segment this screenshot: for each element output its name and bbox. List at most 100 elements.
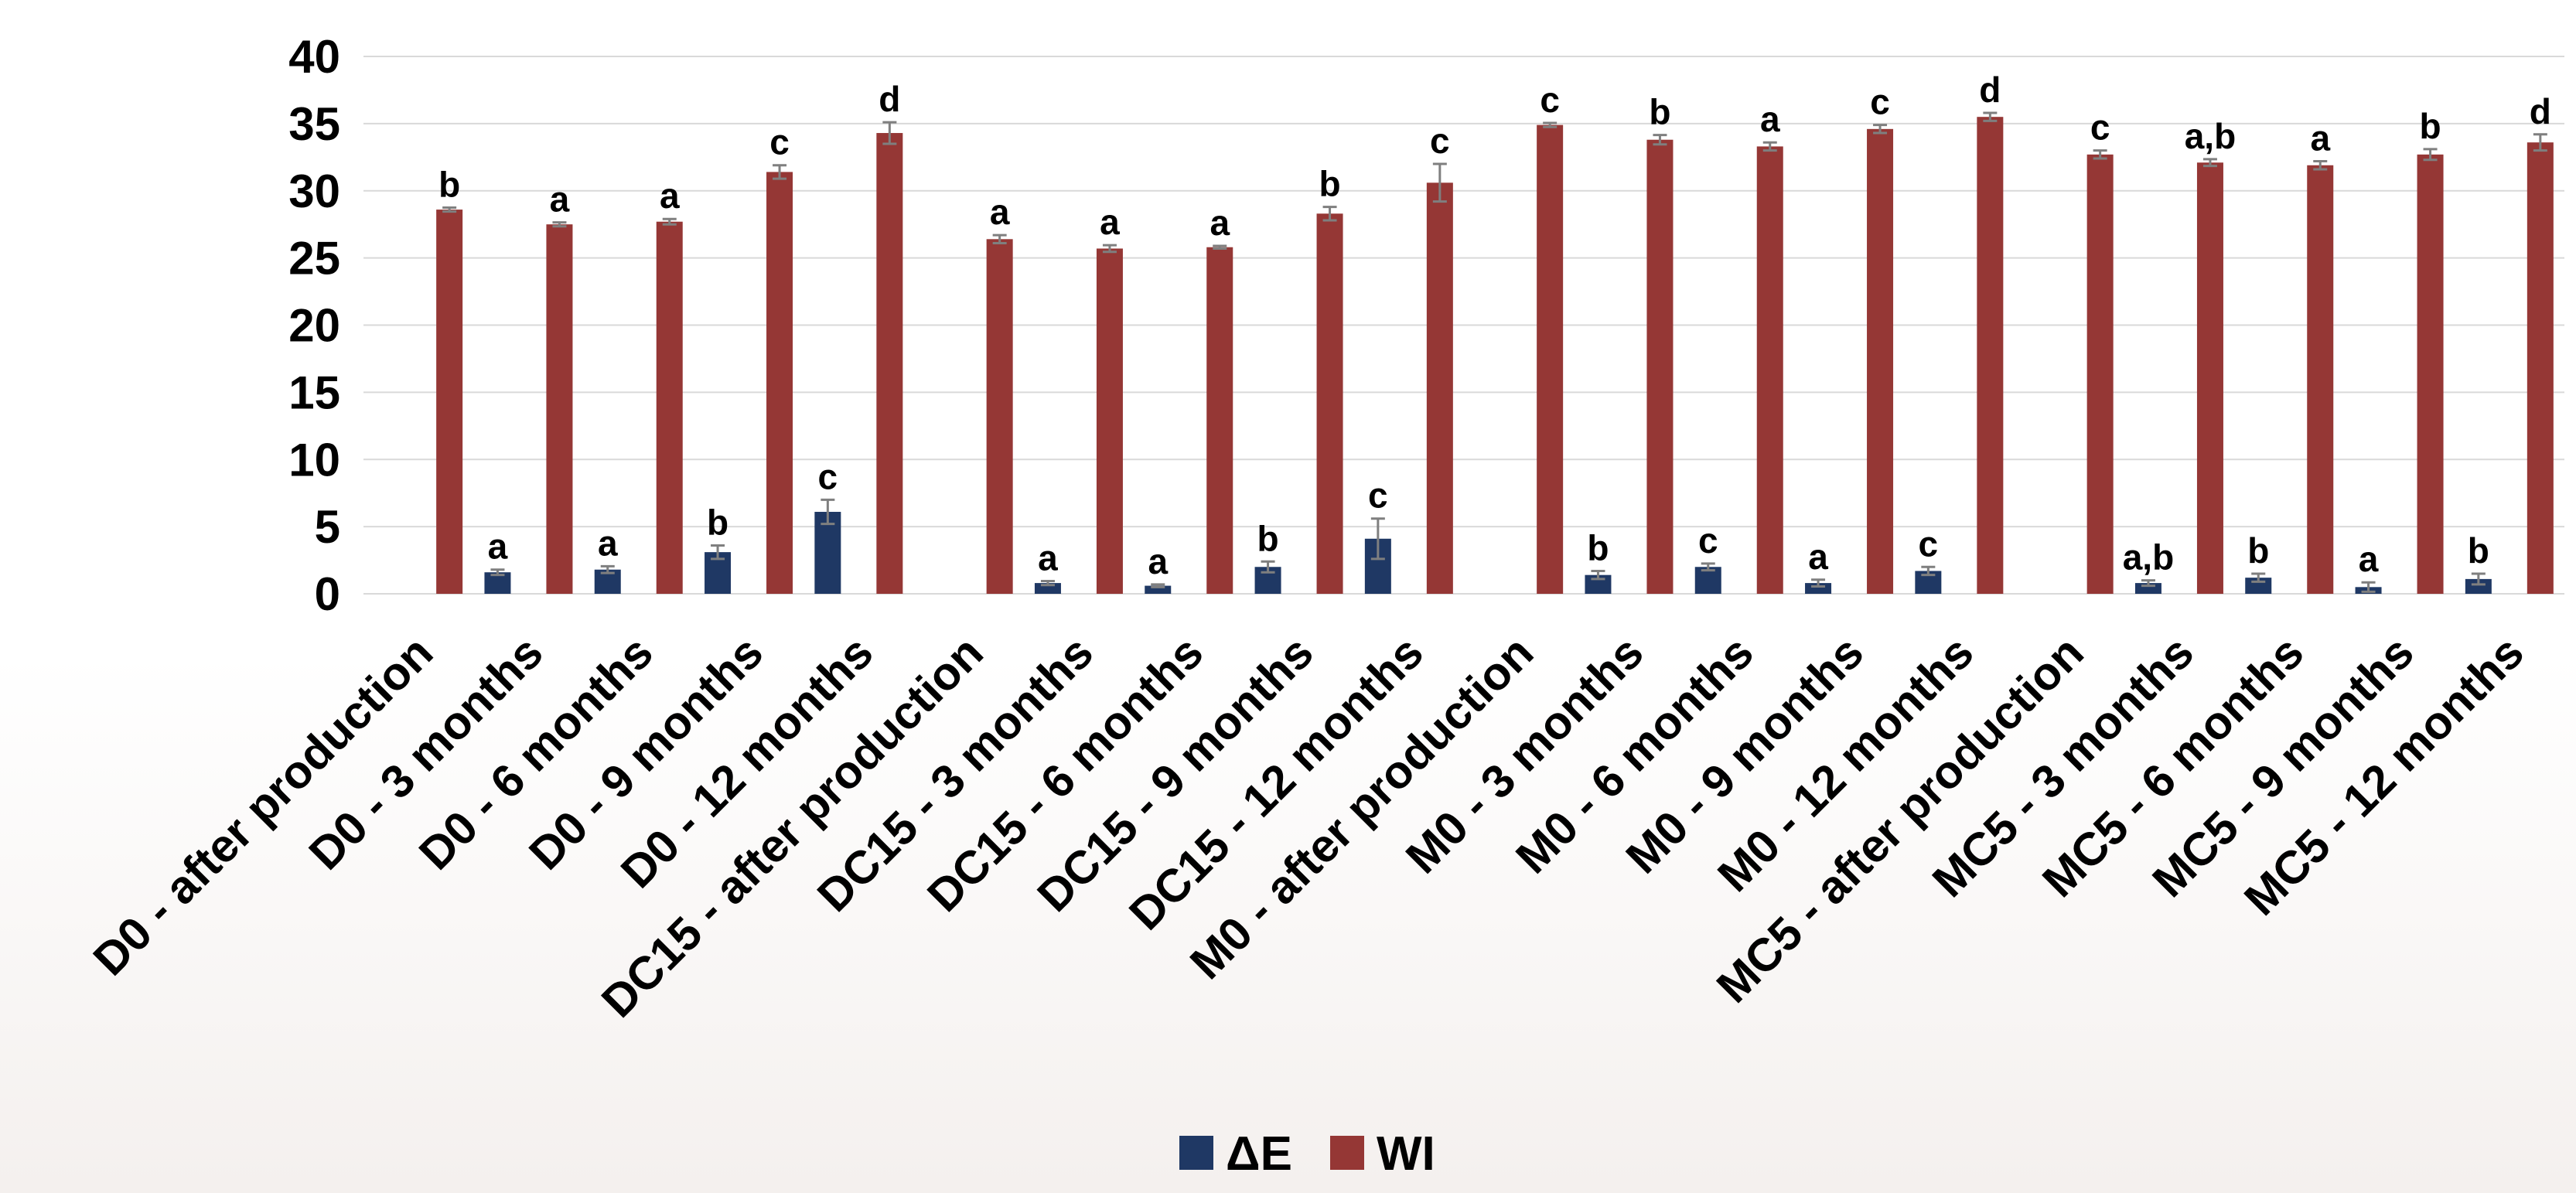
significance-label: d: [879, 79, 900, 119]
error-bar: [1921, 565, 1936, 577]
significance-label: a: [1100, 202, 1120, 242]
y-tick-label: 40: [288, 31, 340, 83]
significance-label: b: [1649, 92, 1670, 132]
significance-label: a: [1210, 203, 1230, 243]
y-tick-label: 35: [288, 98, 340, 150]
error-bar: [1040, 579, 1055, 587]
bar-delta-e: [814, 512, 841, 594]
error-bar: [552, 221, 567, 228]
significance-label: a: [990, 192, 1010, 232]
significance-label: a: [488, 527, 508, 567]
error-bar: [2423, 148, 2438, 162]
bar-wi: [2086, 154, 2114, 594]
legend: ΔE WI: [1179, 1127, 1435, 1181]
significance-label: a,b: [2185, 116, 2236, 156]
error-bar: [2533, 133, 2547, 152]
significance-label: a: [2310, 118, 2330, 158]
bar-wi: [766, 172, 793, 595]
y-tick-label: 20: [288, 300, 340, 352]
y-axis: 0 5 10 15 20 25 30 35 40: [288, 31, 340, 620]
significance-label: a: [550, 179, 570, 220]
error-bar: [442, 206, 457, 213]
error-bar: [1370, 517, 1385, 561]
error-bar: [490, 568, 505, 577]
bar-wi: [2307, 165, 2334, 595]
bar-delta-e: [1145, 585, 1172, 594]
error-bar: [1811, 578, 1826, 588]
significance-label: b: [2247, 530, 2269, 571]
significance-label: c: [818, 456, 838, 496]
significance-label: b: [1319, 164, 1340, 204]
error-bar: [2141, 579, 2155, 588]
significance-label: a: [2359, 539, 2379, 579]
legend-label: WI: [1377, 1127, 1435, 1181]
y-tick-label: 0: [315, 568, 340, 620]
significance-label: c: [1698, 520, 1718, 561]
error-bar: [2202, 158, 2217, 168]
error-bar: [821, 498, 835, 526]
error-bar: [1432, 162, 1447, 203]
y-tick-label: 5: [315, 501, 340, 553]
bar-wi: [1756, 146, 1783, 595]
significance-label: d: [2530, 91, 2551, 131]
significance-label: c: [769, 122, 790, 162]
error-bar: [1762, 141, 1777, 152]
legend-item: WI: [1330, 1127, 1435, 1181]
significance-label: a: [1808, 537, 1828, 577]
error-bar: [1653, 134, 1667, 146]
bar-wi: [1977, 117, 2004, 594]
error-bar: [2361, 581, 2376, 593]
y-tick-label: 10: [288, 434, 340, 486]
significance-label: c: [1540, 80, 1560, 120]
bar-wi: [1537, 124, 1564, 595]
error-bar: [1213, 244, 1227, 250]
significance-label: b: [438, 164, 460, 204]
error-bar: [2313, 160, 2328, 171]
bar-wi: [876, 133, 903, 595]
bar-wi: [2196, 162, 2223, 594]
error-bar: [1151, 583, 1165, 588]
significance-label: c: [2090, 107, 2110, 148]
bar-wi: [1096, 248, 1123, 594]
y-tick-label: 30: [288, 165, 340, 217]
error-bar: [662, 217, 677, 226]
significance-label: c: [1368, 475, 1388, 516]
error-bar: [1322, 206, 1337, 222]
gridlines: [363, 56, 2564, 595]
error-bar: [600, 564, 615, 574]
significance-label: b: [1257, 518, 1278, 558]
bar-wi: [1867, 128, 1894, 594]
legend-swatch: [1330, 1136, 1364, 1170]
significance-label: a,b: [2123, 537, 2174, 578]
error-bar: [1701, 562, 1715, 572]
significance-label: c: [1919, 523, 1939, 564]
error-bar: [773, 164, 787, 180]
significance-label: b: [2468, 530, 2489, 571]
bar-wi: [1316, 213, 1343, 594]
bar-wi: [656, 221, 683, 594]
legend-item: ΔE: [1179, 1127, 1292, 1181]
error-bar: [992, 233, 1007, 245]
error-bar: [2251, 572, 2266, 583]
significance-label: c: [1870, 82, 1890, 122]
error-bar: [1591, 569, 1605, 581]
y-tick-label: 25: [288, 233, 340, 285]
error-bar: [1983, 111, 1998, 122]
error-bar: [1543, 121, 1558, 128]
bar-wi: [2527, 142, 2554, 594]
error-bar: [2093, 149, 2107, 160]
significance-label: b: [2419, 106, 2441, 146]
legend-label: ΔE: [1226, 1127, 1292, 1181]
significance-label: a: [660, 176, 680, 216]
significance-label: c: [1430, 121, 1450, 161]
error-bar: [1102, 244, 1117, 254]
y-tick-label: 15: [288, 366, 340, 418]
bars: b a a a a b c c d a a a a a b b c c c b b c a a c c d c a,b a,b b a a b b d: [436, 70, 2554, 595]
error-bar: [1261, 560, 1275, 574]
bar-wi: [436, 210, 463, 594]
bar-wi: [986, 239, 1013, 594]
bar-delta-e: [2465, 578, 2492, 594]
significance-label: a: [1760, 99, 1780, 139]
